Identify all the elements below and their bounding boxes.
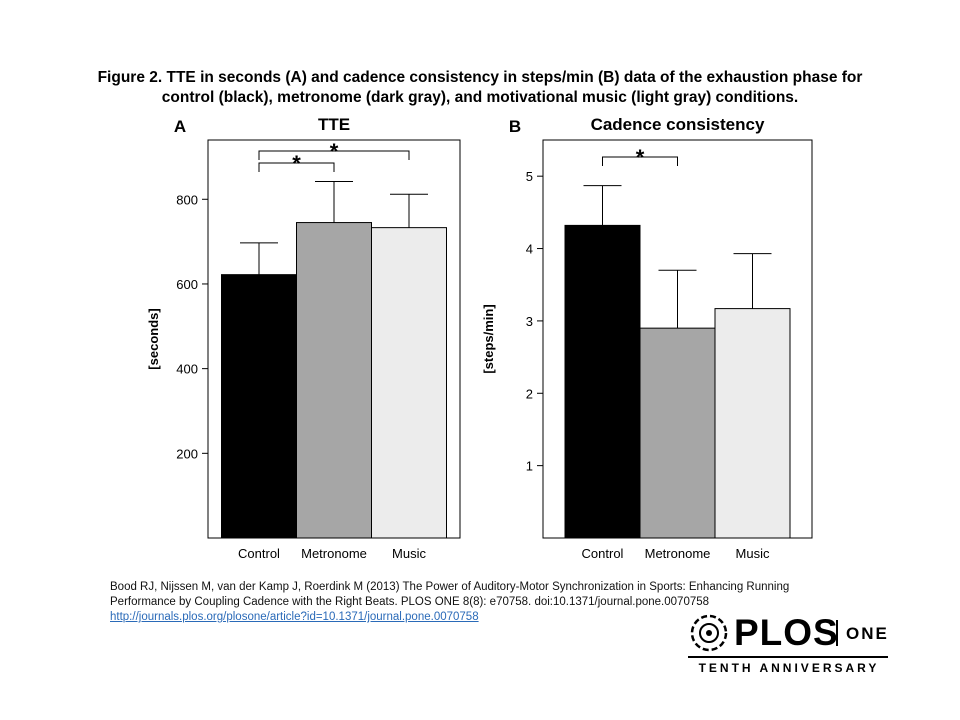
bar-control <box>564 224 641 539</box>
significance-marker: * <box>636 145 645 170</box>
bar-metronome <box>639 327 716 539</box>
x-tick-label: Metronome <box>645 546 711 561</box>
y-axis-label: [steps/min] <box>481 304 496 373</box>
significance-marker: * <box>292 151 301 176</box>
caption-text: TTE in seconds (A) and cadence consisten… <box>161 69 863 106</box>
x-tick-label: Music <box>392 546 426 561</box>
x-tick-label: Control <box>238 546 280 561</box>
logo-rule <box>688 656 888 658</box>
bar-control <box>221 274 297 539</box>
significance-marker: * <box>330 139 339 164</box>
figure-caption: Figure 2. TTE in seconds (A) and cadence… <box>90 68 870 108</box>
bar-music <box>371 227 447 539</box>
y-axis-label: [seconds] <box>146 308 161 369</box>
chart-panel-B <box>537 139 813 539</box>
panel-label: A <box>174 117 186 136</box>
plos-one-label: ONE <box>846 624 889 643</box>
chart-title: Cadence consistency <box>591 115 765 134</box>
y-tick-label: 4 <box>526 242 533 257</box>
logo-divider <box>836 620 838 646</box>
plos-wordmark: PLOS <box>734 612 839 653</box>
y-tick-label: 800 <box>176 192 198 207</box>
citation-text: Bood RJ, Nijssen M, van der Kamp J, Roer… <box>110 581 790 608</box>
plos-globe-icon <box>690 614 728 652</box>
y-tick-label: 5 <box>526 169 533 184</box>
y-tick-label: 600 <box>176 277 198 292</box>
significance-bracket <box>258 162 335 172</box>
logo-tagline: TENTH ANNIVERSARY <box>698 661 880 675</box>
bar-metronome <box>296 222 372 539</box>
citation-link[interactable]: http://journals.plos.org/plosone/article… <box>110 611 479 623</box>
x-tick-label: Control <box>582 546 624 561</box>
x-tick-label: Music <box>736 546 770 561</box>
x-tick-label: Metronome <box>301 546 367 561</box>
citation: Bood RJ, Nijssen M, van der Kamp J, Roer… <box>110 580 830 625</box>
y-tick-label: 2 <box>526 386 533 401</box>
significance-bracket <box>258 150 410 160</box>
caption-prefix: Figure 2. <box>97 69 163 86</box>
chart-title: TTE <box>318 115 350 134</box>
panel-label: B <box>509 117 521 136</box>
bar-music <box>714 308 791 539</box>
significance-bracket <box>602 156 678 166</box>
chart-panel-A <box>202 139 461 539</box>
y-tick-label: 1 <box>526 459 533 474</box>
plos-logo: PLOS ONE TENTH ANNIVERSARY <box>686 610 896 680</box>
y-tick-label: 3 <box>526 314 533 329</box>
y-tick-label: 400 <box>176 362 198 377</box>
y-tick-label: 200 <box>176 446 198 461</box>
